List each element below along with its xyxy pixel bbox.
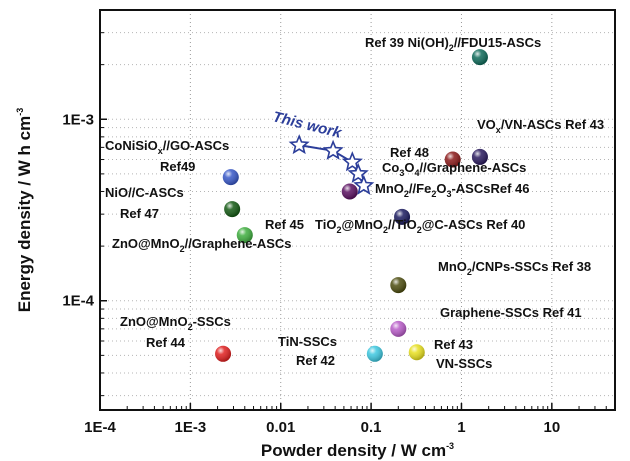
data-point-shine bbox=[366, 345, 383, 362]
axis-ticks: 1E-4 1E-3 0.01 0.1 1 10 1E-4 1E-3 bbox=[62, 32, 607, 436]
data-point-shine bbox=[471, 49, 488, 66]
annotations: Ref 39 Ni(OH)2//FDU15-ASCs VOx/VN-ASCs Re… bbox=[105, 35, 604, 371]
annotation-ref43-vn-a: Ref 43 bbox=[434, 337, 473, 352]
x-tick-label: 0.1 bbox=[361, 419, 382, 436]
data-point-shine bbox=[471, 148, 488, 165]
annotation-ref39: Ref 39 Ni(OH)2//FDU15-ASCs bbox=[365, 35, 541, 53]
annotation-ref40: TiO2@MnO2//TiO2@C-ASCs Ref 40 bbox=[315, 217, 525, 235]
annotation-ref47-a: NiO//C-ASCs bbox=[105, 185, 184, 200]
data-point-shine bbox=[236, 227, 253, 244]
data-point-shine bbox=[222, 169, 239, 186]
data-point-shine bbox=[408, 344, 425, 361]
x-tick-label: 1E-3 bbox=[175, 419, 207, 436]
annotation-ref42-a: TiN-SSCs bbox=[278, 334, 337, 349]
this-work-star bbox=[347, 162, 369, 183]
data-points bbox=[215, 49, 488, 362]
annotation-ref42-b: Ref 42 bbox=[296, 353, 335, 368]
data-point-shine bbox=[394, 208, 411, 225]
annotation-ref43-vox: VOx/VN-ASCs Ref 43 bbox=[477, 117, 604, 135]
annotation-ref44-b: Ref 44 bbox=[146, 335, 186, 350]
x-axis-label: Powder density / W cm-3 bbox=[261, 441, 454, 460]
x-tick-label: 1 bbox=[457, 419, 465, 436]
this-work-star bbox=[288, 134, 310, 155]
annotation-ref47-b: Ref 47 bbox=[120, 206, 159, 221]
annotation-ref38: MnO2/CNPs-SSCs Ref 38 bbox=[438, 259, 591, 277]
data-point-shine bbox=[444, 151, 461, 168]
data-point-shine bbox=[390, 277, 407, 294]
data-point-shine bbox=[215, 345, 232, 362]
this-work-star bbox=[341, 151, 363, 172]
annotation-ref44-a: ZnO@MnO2-SSCs bbox=[120, 314, 231, 332]
annotation-ref41: Graphene-SSCs Ref 41 bbox=[440, 305, 582, 320]
annotation-ref-znomno2-g: ZnO@MnO2//Graphene-ASCs bbox=[112, 236, 292, 254]
data-point-shine bbox=[341, 183, 358, 200]
plot-frame bbox=[99, 9, 616, 411]
x-tick-label: 0.01 bbox=[266, 419, 295, 436]
x-tick-label: 1E-4 bbox=[84, 419, 116, 436]
annotation-ref48: Ref 48 bbox=[390, 145, 429, 160]
y-tick-label: 1E-4 bbox=[62, 293, 94, 310]
annotation-ref49-b: Ref49 bbox=[160, 159, 195, 174]
this-work-star bbox=[353, 174, 375, 195]
data-point-shine bbox=[390, 320, 407, 337]
grid-lines bbox=[100, 10, 615, 410]
annotation-ref45: Ref 45 bbox=[265, 217, 304, 232]
annotation-ref46: MnO2//Fe2O3-ASCsRef 46 bbox=[375, 181, 530, 199]
data-point-shine bbox=[224, 201, 241, 218]
this-work-star bbox=[322, 139, 344, 160]
this-work-series: This work bbox=[271, 108, 375, 195]
annotation-ref49-a: CoNiSiOx//GO-ASCs bbox=[105, 138, 229, 156]
x-tick-label: 10 bbox=[543, 419, 560, 436]
annotation-ref43-vn-b: VN-SSCs bbox=[436, 356, 492, 371]
y-axis-label: Energy density / W h cm-3 bbox=[15, 108, 34, 313]
annotation-ref-co3o4: Co3O4//Graphene-ASCs bbox=[382, 160, 526, 178]
y-tick-label: 1E-3 bbox=[62, 111, 94, 128]
this-work-label: This work bbox=[271, 108, 344, 142]
